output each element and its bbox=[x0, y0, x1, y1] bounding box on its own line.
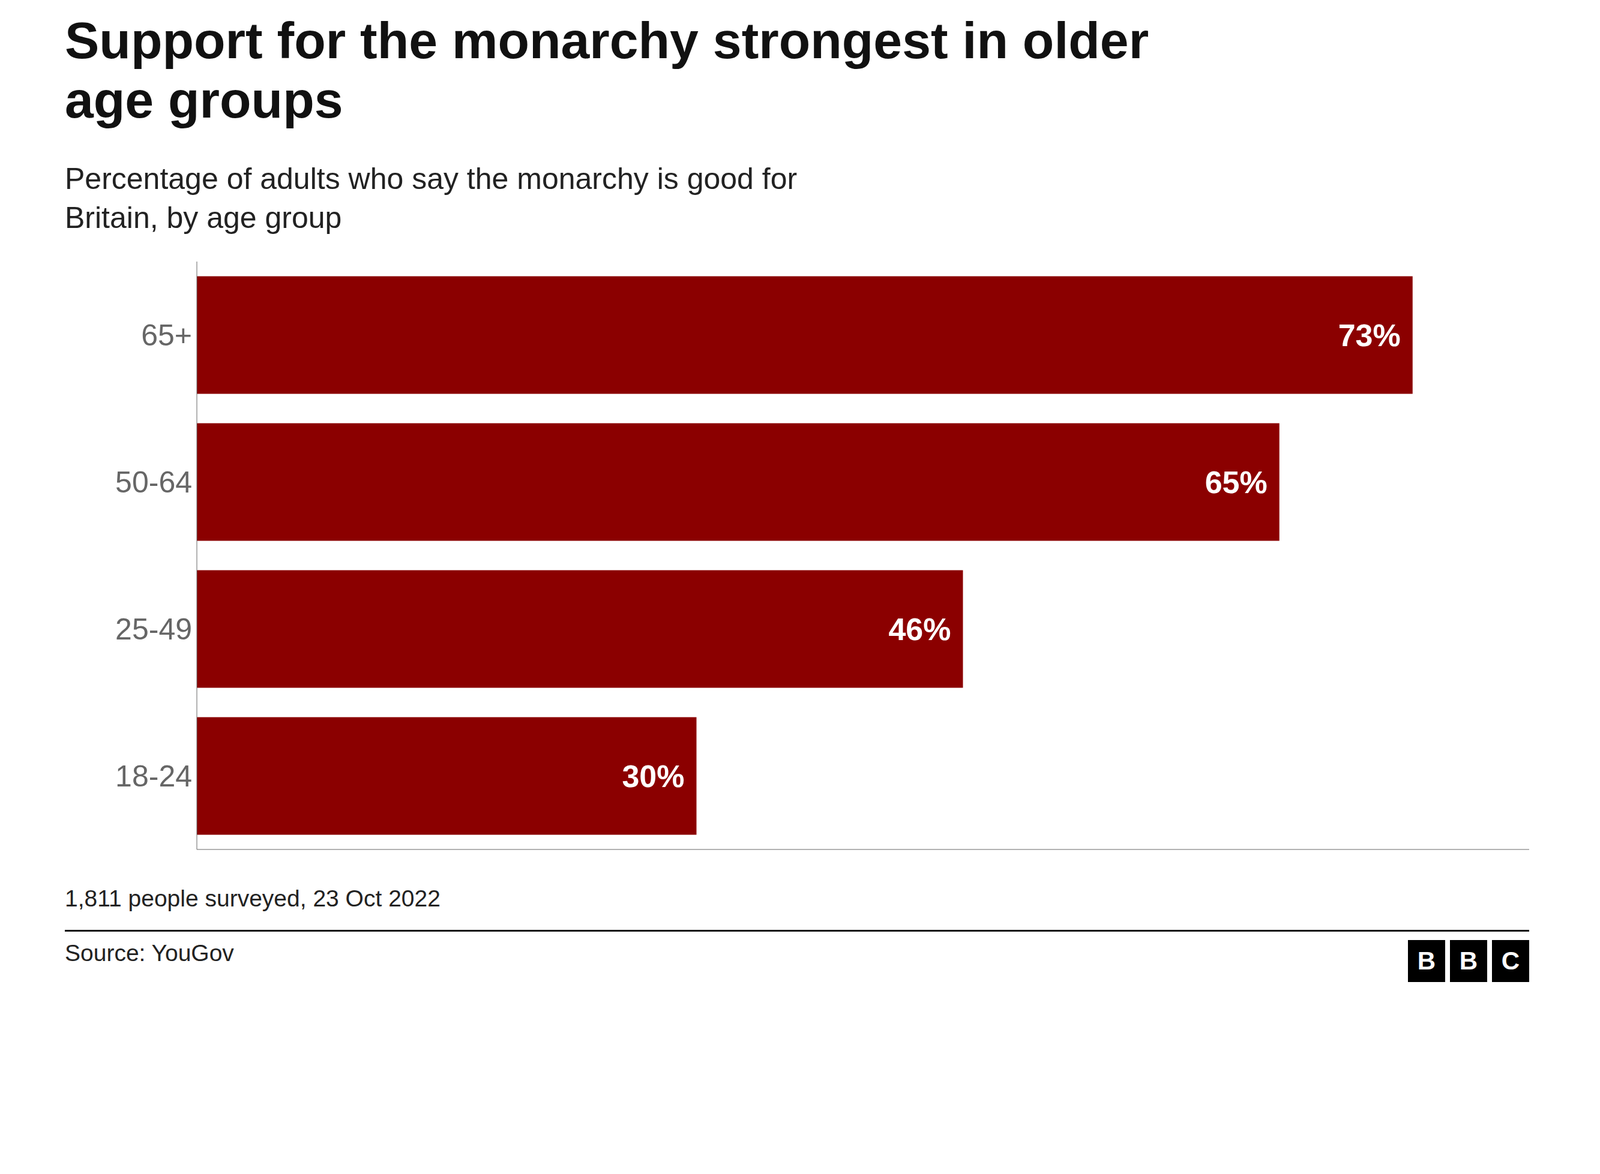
html-text:Source: YouGov: Source: YouGov bbox=[64, 940, 234, 967]
html-text:1,811 people surveyed, 23 Oct: 1,811 people surveyed, 23 Oct 2022 bbox=[64, 885, 441, 912]
svg-text:50-64: 50-64 bbox=[115, 465, 193, 500]
html-text:C: C bbox=[1501, 946, 1520, 976]
svg-text:65+: 65+ bbox=[141, 318, 193, 353]
svg-text:30%: 30% bbox=[621, 759, 685, 794]
svg-text:65%: 65% bbox=[1205, 465, 1268, 500]
html-text:Support for the monarchy stron: Support for the monarchy strongest in ol… bbox=[64, 11, 1149, 129]
html-text:Percentage of adults who say t: Percentage of adults who say the monarch… bbox=[64, 161, 798, 235]
svg-text:25-49: 25-49 bbox=[115, 612, 193, 647]
html-text:B: B bbox=[1417, 946, 1436, 976]
html-text:B: B bbox=[1459, 946, 1478, 976]
svg-text:18-24: 18-24 bbox=[115, 759, 193, 794]
svg-text:46%: 46% bbox=[888, 612, 951, 647]
svg-text:73%: 73% bbox=[1338, 318, 1401, 353]
